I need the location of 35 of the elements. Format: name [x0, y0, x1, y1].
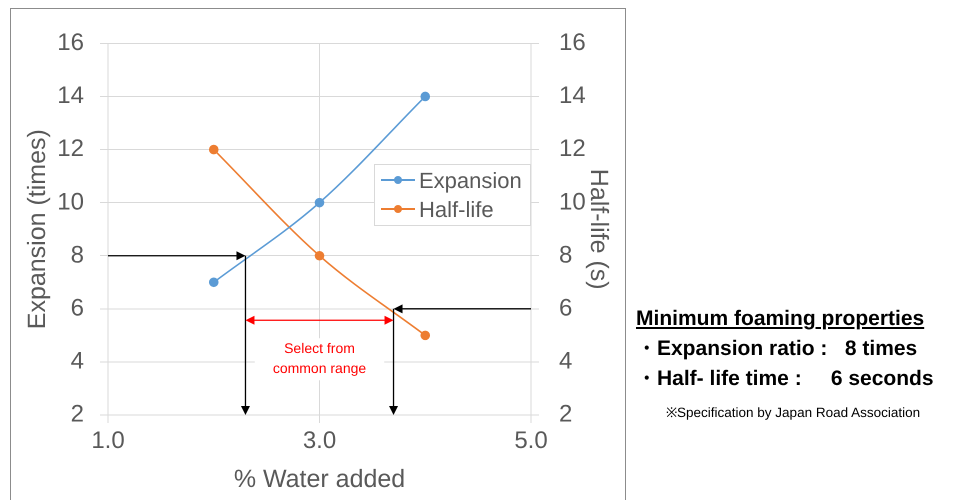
annotation: Select from common range	[272, 340, 366, 376]
y2-tick-label: 6	[559, 294, 572, 322]
y-tick-label: 12	[57, 135, 84, 162]
y2-tick-label: 12	[559, 135, 586, 162]
y2-tick-label: 4	[559, 348, 572, 375]
point	[208, 144, 219, 154]
y2-tick-label: 16	[559, 29, 586, 56]
y2-tick-label: 2	[559, 400, 572, 428]
point	[420, 330, 430, 340]
y-tick-label: 8	[70, 241, 84, 268]
x-tick-label: 3.0	[302, 427, 336, 454]
y2-tick-label: 10	[559, 188, 586, 216]
legend-label: Half-life	[419, 196, 494, 224]
y-tick-label: 2	[70, 400, 84, 428]
y2-axis-title: Half-life (s)	[585, 168, 614, 290]
point	[314, 250, 324, 261]
point	[420, 92, 430, 102]
y-tick-label: 16	[57, 29, 84, 56]
point	[208, 277, 219, 288]
x-tick-label: 1.0	[91, 427, 125, 454]
y2-tick-label: 8	[559, 241, 572, 268]
text: ・Expansion ratio : 8 times	[636, 336, 918, 362]
x-axis-title: % Water added	[234, 464, 406, 493]
x-tick-label: 5.0	[514, 427, 548, 454]
text: ※Specification by Japan Road Association	[665, 404, 922, 422]
y-tick-label: 4	[70, 348, 84, 375]
point	[314, 198, 324, 208]
legend-label: Expansion	[419, 166, 522, 195]
y-tick-label: 14	[57, 82, 84, 110]
text: Minimum foaming properties	[636, 306, 926, 332]
y-tick-label: 10	[57, 188, 84, 216]
y-tick-label: 6	[70, 294, 84, 322]
y2-tick-label: 14	[559, 82, 586, 110]
text: ・Half- life time : 6 seconds	[636, 366, 935, 392]
y-axis-title: Expansion (times)	[22, 129, 51, 330]
